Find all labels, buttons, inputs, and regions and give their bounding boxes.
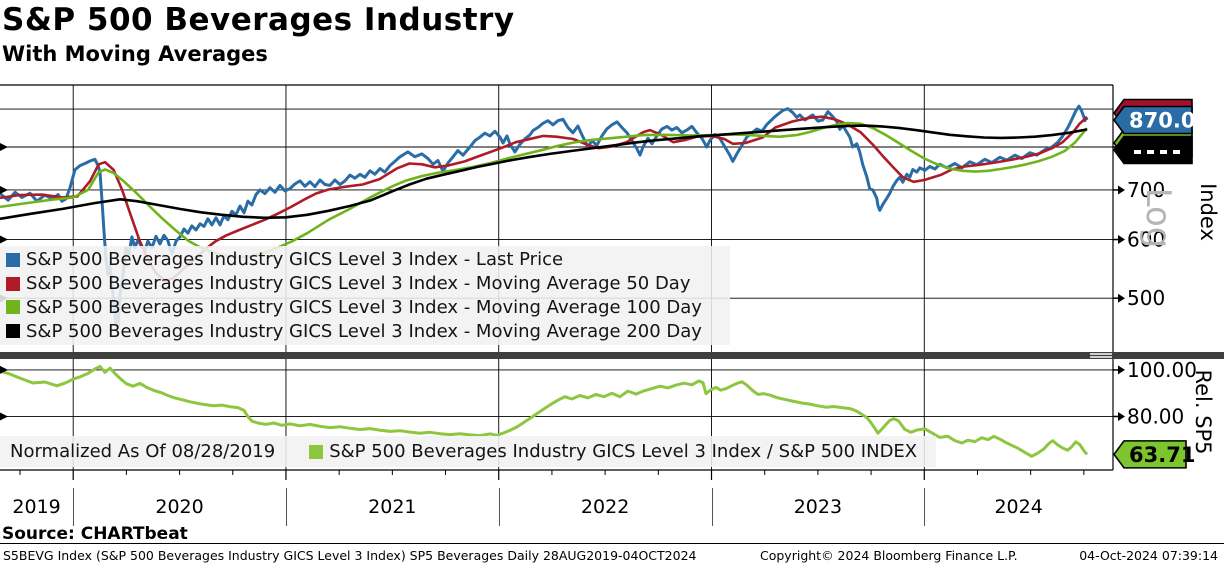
main-ytick-600-arrow-icon [1118, 235, 1125, 245]
last-price-badge [1113, 105, 1193, 135]
main-legend-row-1: S&P 500 Beverages Industry GICS Level 3 … [6, 272, 730, 296]
ratio-series-label: S&P 500 Beverages Industry GICS Level 3 … [329, 441, 918, 462]
year-divider-2022 [498, 488, 500, 526]
footer-copyright: Copyright© 2024 Bloomberg Finance L.P. [760, 548, 1018, 563]
main-legend: S&P 500 Beverages Industry GICS Level 3 … [0, 246, 730, 345]
ma200-badge-text-glimpse [1134, 150, 1141, 154]
page-subtitle: With Moving Averages [2, 42, 268, 66]
year-divider-2023 [711, 488, 713, 526]
series-label-0: S&P 500 Beverages Industry GICS Level 3 … [26, 249, 564, 271]
left-tick-arrow-icon-4 [0, 365, 8, 374]
rel-ytick-100-label: 100.00 [1127, 358, 1197, 382]
year-label-2021: 2021 [368, 496, 417, 518]
rel-ytick-100-arrow-icon [1118, 365, 1125, 375]
year-label-2020: 2020 [155, 496, 204, 518]
main-axis-title: Index [1196, 183, 1220, 241]
main-series-3 [0, 124, 1088, 221]
panel-divider-bar[interactable] [0, 352, 1224, 359]
rel-value-badge [1113, 440, 1187, 469]
footer-timestamp: 04-Oct-2024 07:39:14 [1079, 548, 1218, 563]
main-series-2 [0, 121, 1088, 259]
left-tick-arrow-icon-2 [0, 235, 8, 244]
relative-legend: Normalized As Of 08/28/2019 S&P 500 Beve… [0, 436, 936, 467]
year-label-2024: 2024 [994, 496, 1043, 518]
year-label-2022: 2022 [580, 496, 630, 518]
log-scale-watermark: Log [1138, 187, 1178, 249]
rel-series-0 [0, 364, 1089, 458]
page-title: S&P 500 Beverages Industry [2, 2, 515, 38]
series-label-1: S&P 500 Beverages Industry GICS Level 3 … [26, 273, 691, 295]
series-swatch-icon-1 [6, 276, 20, 291]
year-divider-2024 [924, 488, 926, 526]
footer-security-info: S5BEVG Index (S&P 500 Beverages Industry… [3, 548, 697, 563]
ma200-badge-text-glimpse [1173, 150, 1180, 154]
ma200-badge-text-glimpse [1160, 150, 1167, 154]
main-ytick-700-label: 700 [1127, 178, 1165, 202]
main-series-0 [0, 104, 1089, 328]
ratio-series-swatch-icon [309, 444, 324, 459]
year-divider-2021 [285, 488, 287, 526]
ma200-badge-text-glimpse [1147, 150, 1154, 154]
source-line: Source: CHARTbeat [2, 524, 188, 544]
main-legend-row-2: S&P 500 Beverages Industry GICS Level 3 … [6, 296, 730, 320]
year-label-2019: 2019 [12, 496, 61, 518]
main-ytick-600-label: 600 [1127, 228, 1165, 252]
normalized-as-of-label: Normalized As Of 08/28/2019 [10, 441, 276, 462]
rel-value-badge-value: 63.71 [1129, 443, 1195, 467]
left-tick-arrow-icon-0 [0, 142, 8, 151]
last-price-badge-value: 870.09 [1129, 109, 1210, 133]
main-legend-row-0: S&P 500 Beverages Industry GICS Level 3 … [6, 248, 730, 272]
left-tick-arrow-icon-5 [0, 412, 8, 421]
rel-ytick-80-arrow-icon [1118, 411, 1125, 421]
series-swatch-icon-0 [6, 252, 20, 267]
year-label-2023: 2023 [793, 496, 843, 518]
footer-divider [0, 543, 1224, 544]
series-swatch-icon-2 [6, 300, 20, 315]
year-divider-2020 [73, 488, 75, 526]
series-swatch-icon-3 [6, 324, 20, 339]
main-ytick-500-arrow-icon [1118, 293, 1125, 303]
rel-ytick-80-label: 80.00 [1127, 404, 1184, 428]
series-label-3: S&P 500 Beverages Industry GICS Level 3 … [26, 320, 702, 342]
rel-axis-title: Rel. SP5 [1191, 369, 1215, 455]
main-ytick-500-label: 500 [1127, 286, 1165, 310]
main-legend-row-3: S&P 500 Beverages Industry GICS Level 3 … [6, 319, 730, 343]
left-tick-arrow-icon-1 [0, 185, 8, 194]
series-label-2: S&P 500 Beverages Industry GICS Level 3 … [26, 296, 702, 318]
main-ytick-700-arrow-icon [1118, 185, 1125, 195]
